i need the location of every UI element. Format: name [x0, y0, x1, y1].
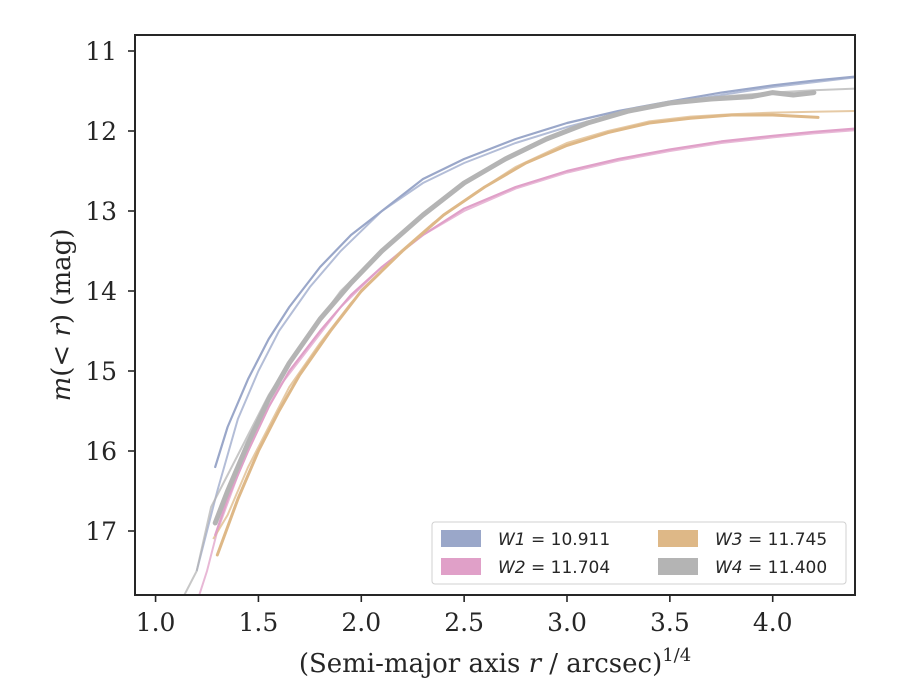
x-axis-label: (Semi-major axis r / arcsec)1/4 — [299, 645, 691, 679]
y-axis-label-main: m — [47, 377, 77, 402]
y-axis-label-variable: r — [47, 323, 77, 337]
x-axis-label-main: (Semi-major axis — [299, 649, 529, 679]
legend-box — [431, 521, 847, 585]
legend-label-w4: W4 = 11.400 — [715, 558, 827, 578]
series-w3-thin-line — [212, 110, 855, 540]
series-w1-thin-line — [195, 76, 855, 572]
x-tick-label: 4.0 — [753, 608, 793, 637]
axis-ticks: 1.0 1.5 2.0 2.5 3.0 3.5 4.0 11 12 13 14 15 16 17 — [85, 37, 792, 637]
y-tick-label: 15 — [85, 357, 117, 386]
legend-label-w3: W3 = 11.745 — [715, 530, 827, 550]
x-tick-label: 1.5 — [239, 608, 279, 637]
y-tick-label: 13 — [85, 197, 117, 226]
x-axis-label-rest: / arcsec) — [541, 649, 662, 679]
legend-swatch-w2 — [441, 558, 481, 575]
y-axis-label-open: (< — [47, 337, 77, 377]
legend-swatch-w4 — [658, 558, 698, 575]
legend-swatch-w1 — [441, 530, 481, 547]
y-axis-label-close: ) (mag) — [47, 229, 77, 325]
legend: W1 = 10.911 W2 = 11.704 W3 = 11.745 W4 = 11… — [431, 521, 847, 585]
x-tick-label: 1.0 — [136, 608, 176, 637]
y-tick-label: 11 — [85, 37, 117, 66]
x-axis-label-variable: r — [529, 649, 543, 679]
y-tick-label: 16 — [85, 437, 117, 466]
series-w2-line — [214, 127, 855, 537]
legend-label-w1: W1 = 10.911 — [498, 530, 610, 550]
x-tick-label: 3.0 — [547, 608, 587, 637]
x-axis-label-exponent: 1/4 — [662, 645, 691, 666]
series-w1-line — [214, 75, 855, 469]
x-tick-label: 2.5 — [444, 608, 484, 637]
y-tick-label: 14 — [85, 277, 117, 306]
x-tick-label: 3.5 — [650, 608, 690, 637]
y-axis-label: m(< r) (mag) — [47, 229, 77, 402]
series-layer — [183, 75, 855, 595]
y-tick-label: 17 — [85, 517, 117, 546]
legend-label-w2: W2 = 11.704 — [498, 558, 610, 578]
legend-swatch-w3 — [658, 530, 698, 547]
x-tick-label: 2.0 — [341, 608, 381, 637]
series-w4-line — [212, 90, 817, 526]
series-w3-line — [215, 113, 820, 557]
y-tick-label: 12 — [85, 117, 117, 146]
plot-area-frame — [134, 34, 856, 596]
